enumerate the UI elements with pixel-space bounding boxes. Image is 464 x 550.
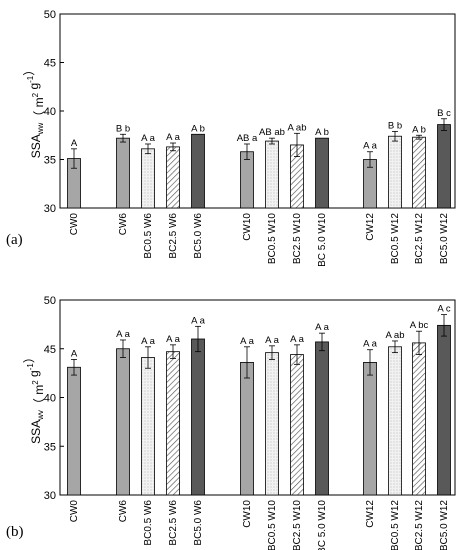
x-tick-label: BC5.0 W6 (193, 500, 204, 546)
x-tick-label: BC2.5 W6 (168, 213, 179, 259)
data-label: A b (412, 124, 426, 135)
x-tick-label: BC0.5 W6 (143, 213, 154, 259)
bar (437, 324, 451, 496)
data-label: A a (141, 133, 155, 144)
data-label: A a (191, 315, 205, 326)
x-tick-label: CW0 (69, 213, 80, 236)
bar (191, 338, 205, 496)
x-tick-label: BC 5.0 W10 (317, 500, 328, 550)
data-label: A a (141, 336, 155, 347)
chart-panel-a: 30 35 40 45 50 SSAww（ m2 g-1） (a) A CW0 B b CW6 A a… (6, 9, 456, 267)
data-label: A c (437, 304, 450, 315)
data-label: A (71, 348, 78, 359)
y-tick-label: 35 (44, 155, 56, 167)
bar (166, 351, 180, 496)
bar (116, 348, 130, 496)
data-label: B b (116, 123, 130, 134)
x-tick-label: CW10 (242, 213, 253, 241)
x-tick-label: BC5.0 W12 (439, 500, 450, 550)
data-label: AB a (237, 133, 258, 144)
bar (141, 357, 155, 496)
bar (67, 366, 81, 496)
data-label: AB ab (259, 127, 285, 138)
x-tick-label: BC0.5 W10 (267, 213, 278, 265)
data-label: A (71, 138, 78, 149)
x-tick-label: BC2.5 W12 (414, 213, 425, 265)
bar (315, 341, 329, 496)
data-label: A bc (410, 320, 429, 331)
y-tick-label: 45 (44, 58, 56, 70)
bar (363, 361, 377, 496)
x-tick-label: CW12 (365, 213, 376, 241)
x-tick-label: BC 5.0 W10 (317, 213, 328, 267)
data-label: A ab (385, 330, 404, 341)
x-tick-label: BC2.5 W6 (168, 500, 179, 546)
panel-label: (b) (6, 524, 24, 540)
x-tick-label: BC2.5 W10 (292, 500, 303, 550)
x-tick-label: CW6 (118, 500, 129, 523)
y-tick-label: 50 (44, 9, 56, 21)
x-tick-label: CW12 (365, 500, 376, 528)
y-tick-label: 40 (44, 393, 56, 405)
data-label: A b (191, 123, 205, 134)
panel-label: (a) (6, 232, 23, 248)
data-label: A a (265, 335, 279, 346)
data-label: A a (363, 339, 377, 350)
bar (315, 137, 329, 209)
y-axis-label: SSAww（ m2 g-1） (22, 64, 46, 159)
y-tick-label: 45 (44, 344, 56, 356)
y-tick-label: 40 (44, 106, 56, 118)
data-label: A a (363, 141, 377, 152)
bar (240, 361, 254, 496)
x-tick-label: BC5.0 W12 (439, 213, 450, 265)
x-tick-label: BC0.5 W12 (390, 500, 401, 550)
data-label: A b (315, 127, 329, 138)
x-tick-label: BC2.5 W12 (414, 500, 425, 550)
bar (437, 124, 451, 209)
x-tick-label: BC0.5 W6 (143, 500, 154, 546)
x-tick-label: BC5.0 W6 (193, 213, 204, 259)
x-tick-label: BC2.5 W10 (292, 213, 303, 265)
data-label: B c (437, 108, 451, 119)
x-tick-label: CW0 (69, 500, 80, 523)
data-label: A ab (287, 122, 306, 133)
bar (412, 342, 426, 496)
bar (265, 140, 279, 209)
bar (141, 148, 155, 209)
bar (240, 151, 254, 209)
y-tick-label: 50 (44, 295, 56, 307)
bar (116, 137, 130, 209)
x-tick-label: CW6 (118, 213, 129, 236)
bar (166, 146, 180, 209)
y-tick-label: 30 (44, 490, 56, 502)
data-label: A a (116, 329, 130, 340)
bar (290, 354, 304, 496)
bar (388, 135, 402, 209)
x-tick-label: CW10 (242, 500, 253, 528)
data-label: A a (290, 334, 304, 345)
y-tick-label: 35 (44, 441, 56, 453)
x-tick-label: BC0.5 W10 (267, 500, 278, 550)
bar (265, 352, 279, 496)
y-axis-label: SSAwv（ m2 g-1） (22, 351, 46, 444)
bar (388, 346, 402, 496)
bar (191, 133, 205, 209)
bar (412, 136, 426, 209)
data-label: A a (166, 132, 180, 143)
data-label: A a (166, 334, 180, 345)
data-label: A a (240, 336, 254, 347)
data-label: A a (315, 322, 329, 333)
y-tick-label: 30 (44, 203, 56, 215)
chart-panel-b: 30 35 40 45 50 SSAwv（ m2 g-1） (b) A CW0 A a CW6 A a… (6, 295, 456, 550)
x-tick-label: BC0.5 W12 (390, 213, 401, 265)
data-label: B b (388, 120, 402, 131)
